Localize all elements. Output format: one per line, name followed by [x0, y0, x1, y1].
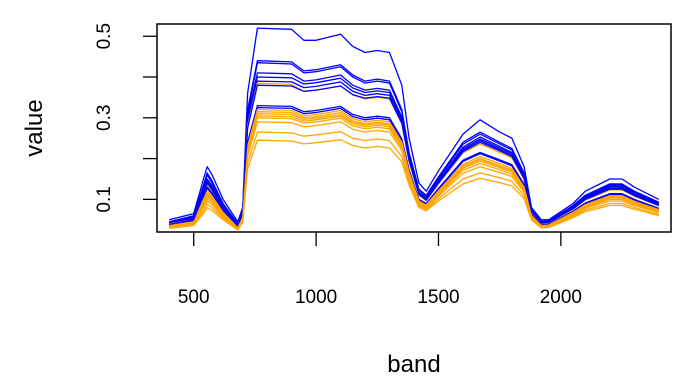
x-tick-label: 1000	[295, 287, 337, 308]
x-tick-label: 1500	[417, 287, 459, 308]
series-line-17	[169, 84, 660, 227]
series-line-1	[169, 27, 660, 223]
y-tick-label: 0.5	[94, 23, 115, 49]
y-tick-label: 0.1	[94, 186, 115, 212]
y-axis: 0.1 0.3 0.5	[94, 23, 157, 213]
x-axis-title: band	[387, 351, 440, 378]
x-axis: 500 1000 1500 2000	[178, 232, 582, 308]
plot-frame	[156, 23, 672, 233]
y-axis-title: value	[21, 99, 48, 156]
series-line-16	[169, 139, 659, 231]
series-layer	[169, 27, 660, 231]
x-tick-label: 2000	[540, 287, 582, 308]
x-tick-label: 500	[178, 287, 210, 308]
series-line-18	[169, 113, 660, 229]
y-tick-label: 0.3	[94, 105, 115, 131]
